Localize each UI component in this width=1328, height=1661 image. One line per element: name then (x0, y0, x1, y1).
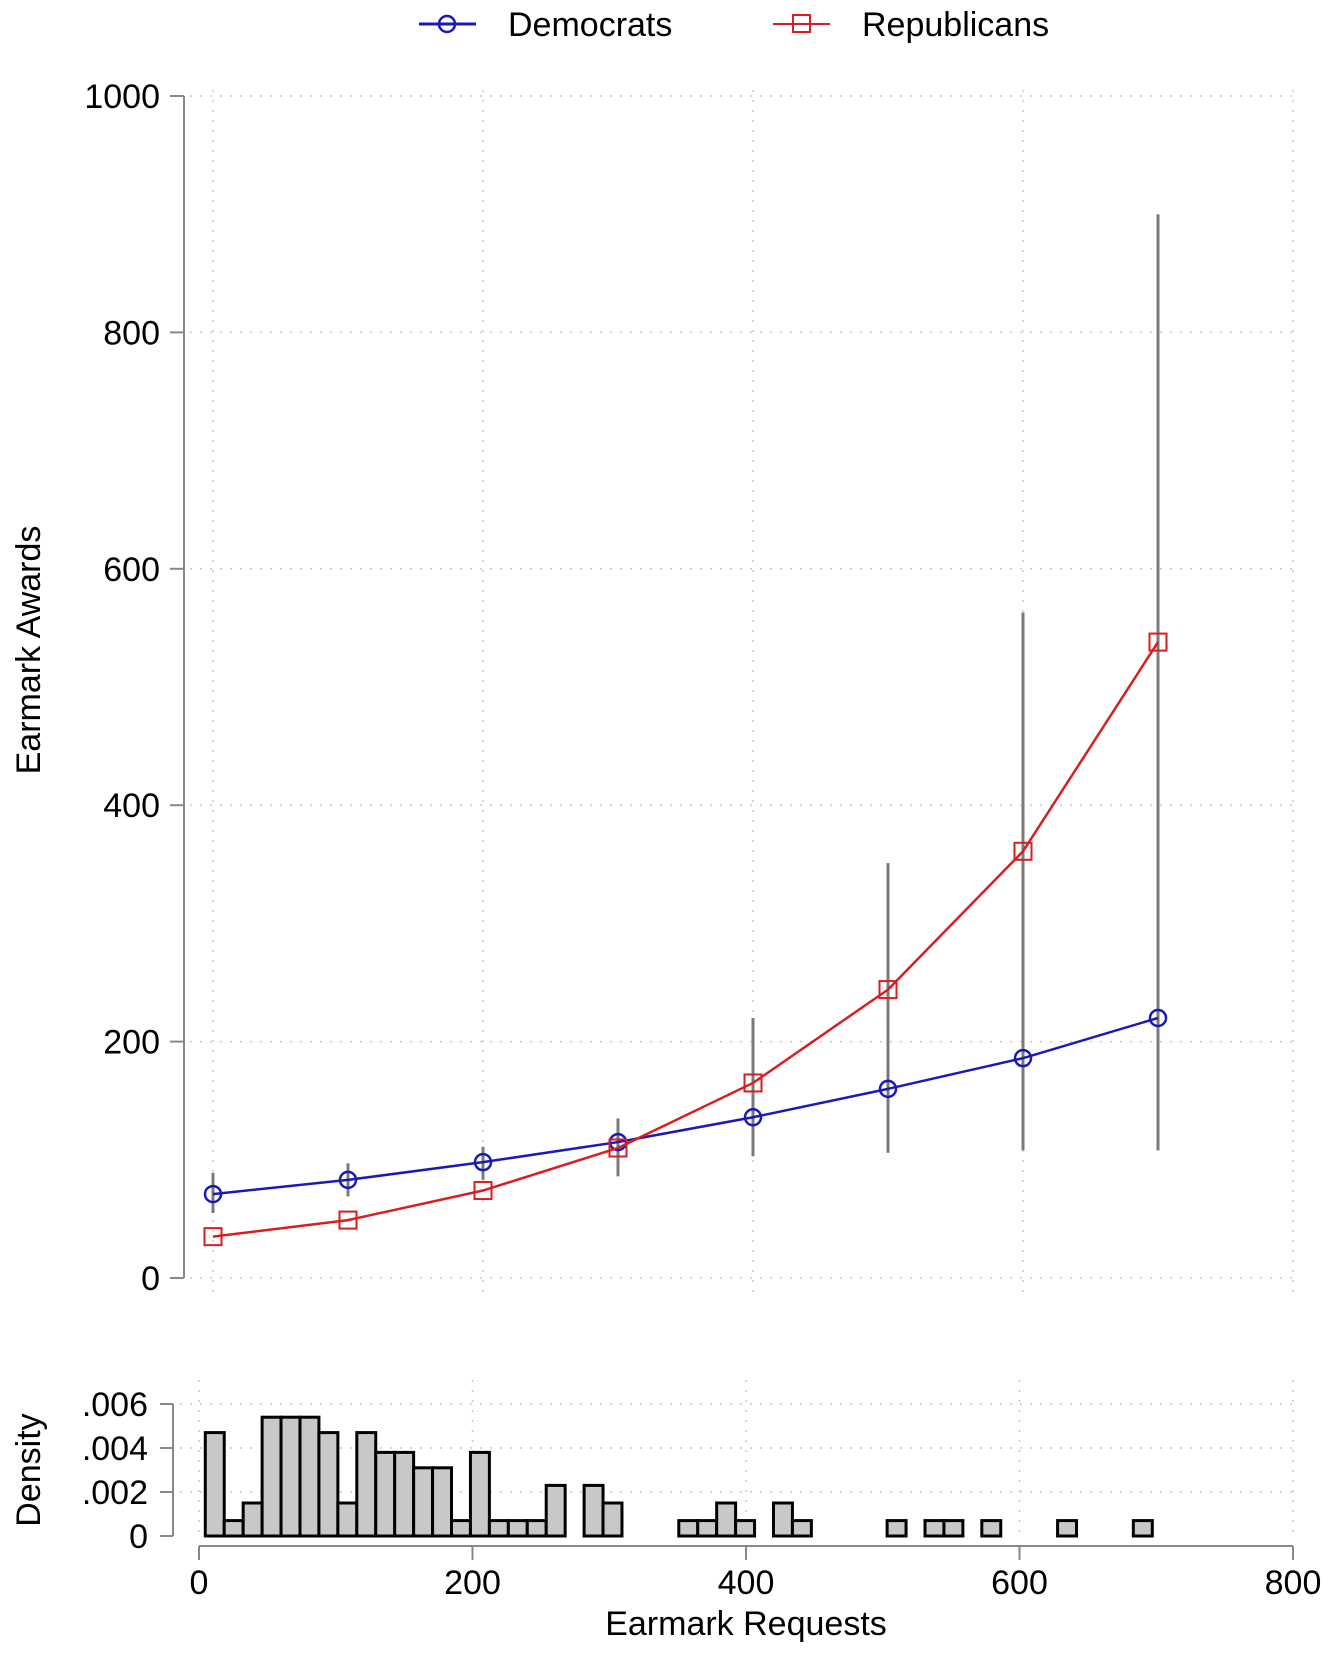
legend-item-democrats: Democrats (419, 6, 672, 44)
histogram-bar (355, 1431, 378, 1538)
x-tick-label: 400 (718, 1564, 775, 1602)
circle-marker-icon (1013, 1048, 1033, 1068)
histogram-bar (222, 1519, 245, 1538)
histogram-bar (980, 1519, 1003, 1538)
histogram-bar (715, 1501, 738, 1538)
square-marker-icon (338, 1210, 358, 1230)
y-tick-label: .004 (82, 1430, 148, 1468)
square-marker-icon (1013, 841, 1033, 861)
histogram-bar (677, 1519, 700, 1538)
y-tick-label: 1000 (84, 78, 160, 116)
histogram-bar (601, 1501, 624, 1538)
histogram-bar (771, 1501, 794, 1538)
x-axis-title: Earmark Requests (605, 1605, 887, 1643)
y-tick-label: 800 (103, 314, 160, 352)
x-tick-label: 800 (1265, 1564, 1322, 1602)
main-gridlines (190, 90, 1300, 1300)
histogram-bar (885, 1519, 908, 1538)
circle-marker-icon (203, 1184, 223, 1204)
histogram-bar (412, 1466, 435, 1538)
square-marker-icon (743, 1073, 763, 1093)
circle-marker-icon (473, 1152, 493, 1172)
histogram-y-axis-title: Density (10, 1413, 48, 1526)
histogram-bar (298, 1415, 321, 1538)
histogram-bar (450, 1519, 472, 1538)
histogram-axes: 0 .002 .004 .006 0 200 400 600 800 (82, 1386, 1322, 1602)
histogram-bar (336, 1501, 359, 1538)
histogram-bar (374, 1450, 397, 1538)
histogram-bar (393, 1450, 416, 1538)
circle-marker-icon (743, 1107, 763, 1127)
y-axis-title: Earmark Awards (10, 526, 48, 775)
histogram-bar (923, 1519, 946, 1538)
histogram-bar (203, 1431, 226, 1538)
histogram-bar (506, 1519, 529, 1538)
histogram-bar (487, 1519, 510, 1538)
histogram-bar (942, 1519, 965, 1538)
circle-marker-icon (437, 14, 457, 34)
circle-marker-icon (878, 1079, 898, 1099)
y-tick-label: .006 (82, 1386, 148, 1424)
y-tick-label: 0 (141, 1260, 160, 1298)
histogram-bars (203, 1415, 1154, 1538)
histogram-bar (790, 1519, 813, 1538)
legend-item-republicans: Republicans (773, 6, 1049, 44)
density-histogram: 0 .002 .004 .006 0 200 400 600 800 Density Earma… (10, 1380, 1321, 1643)
circle-marker-icon (1148, 1008, 1168, 1028)
legend-label-republicans: Republicans (862, 6, 1049, 44)
histogram-bar (582, 1483, 605, 1538)
y-tick-label: 400 (103, 787, 160, 825)
series-line-republicans (212, 641, 1160, 1238)
y-tick-label: .002 (82, 1474, 148, 1512)
histogram-bar (696, 1519, 719, 1538)
histogram-bar (317, 1431, 340, 1538)
histogram-bar (734, 1519, 757, 1538)
legend-label-democrats: Democrats (508, 6, 672, 44)
square-marker-icon (1148, 632, 1168, 652)
circle-marker-icon (338, 1170, 358, 1190)
square-marker-icon (878, 980, 898, 1000)
square-marker-icon (608, 1138, 628, 1158)
legend: Democrats Republicans (419, 6, 1049, 44)
y-tick-label: 200 (103, 1024, 160, 1062)
histogram-bar (241, 1501, 264, 1538)
x-tick-label: 200 (444, 1564, 501, 1602)
histogram-bar (279, 1415, 302, 1538)
square-marker-icon (203, 1227, 223, 1247)
x-tick-label: 0 (190, 1564, 209, 1602)
line-series (203, 632, 1168, 1247)
y-tick-label: 0 (129, 1518, 148, 1556)
main-plot: 0 200 400 600 800 1000 Earmark Awards (10, 78, 1300, 1300)
series-line-democrats (212, 1016, 1159, 1196)
histogram-bar (260, 1415, 283, 1538)
histogram-bar (1131, 1519, 1154, 1538)
main-y-axis: 0 200 400 600 800 1000 (84, 78, 185, 1298)
histogram-bar (1056, 1519, 1079, 1538)
x-tick-label: 600 (991, 1564, 1048, 1602)
y-tick-label: 600 (103, 551, 160, 589)
square-marker-icon (473, 1181, 493, 1201)
histogram-bar (468, 1450, 491, 1538)
histogram-bar (525, 1519, 548, 1538)
histogram-bar (544, 1483, 567, 1538)
histogram-bar (431, 1466, 454, 1538)
square-marker-icon (792, 14, 811, 33)
